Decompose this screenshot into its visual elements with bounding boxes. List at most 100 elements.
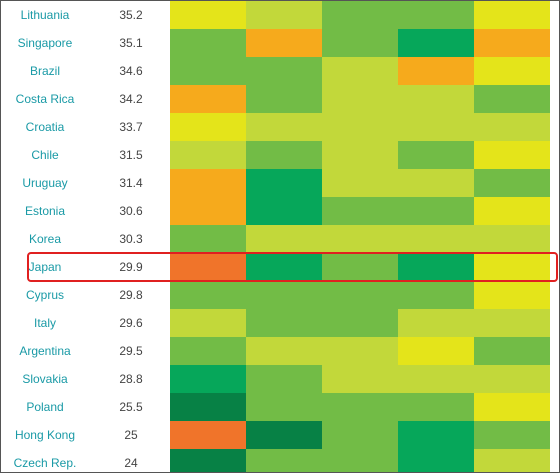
row-label-singapore[interactable]: Singapore [17,36,73,50]
heat-cell-argentina-col5 [474,337,550,365]
heat-cell-lithuania-col3 [322,1,398,29]
row-value-hong-kong: 25 [124,428,138,442]
row-label-korea[interactable]: Korea [28,232,62,246]
heat-cell-brazil-col3 [322,57,398,85]
heat-cell-lithuania-col2 [246,1,322,29]
row-value-lithuania: 35.2 [119,8,143,22]
row-label-argentina[interactable]: Argentina [19,344,71,358]
heat-cell-chile-col2 [246,141,322,169]
heat-cell-croatia-col3 [322,113,398,141]
heat-cell-uruguay-col5 [474,169,550,197]
heat-cell-czech-rep-col3 [322,449,398,472]
row-value-brazil: 34.6 [119,64,143,78]
row-value-uruguay: 31.4 [119,176,143,190]
heat-cell-hong-kong-col4 [398,421,474,449]
heat-cell-slovakia-col4 [398,365,474,393]
heat-cell-costa-rica-col3 [322,85,398,113]
heat-cell-italy-col2 [246,309,322,337]
heat-cell-croatia-col2 [246,113,322,141]
heat-cell-costa-rica-col1 [170,85,246,113]
heat-cell-croatia-col4 [398,113,474,141]
heat-cell-cyprus-col2 [246,281,322,309]
heat-cell-italy-col1 [170,309,246,337]
row-label-italy[interactable]: Italy [33,316,56,330]
heat-cell-costa-rica-col5 [474,85,550,113]
heat-cell-slovakia-col2 [246,365,322,393]
heat-cell-estonia-col5 [474,197,550,225]
heat-cell-korea-col4 [398,225,474,253]
row-label-uruguay[interactable]: Uruguay [22,176,68,190]
row-value-croatia: 33.7 [119,120,143,134]
heat-cell-croatia-col1 [170,113,246,141]
heat-cell-singapore-col2 [246,29,322,57]
row-label-brazil[interactable]: Brazil [29,64,60,78]
heat-cell-chile-col5 [474,141,550,169]
heat-cell-brazil-col5 [474,57,550,85]
heat-cell-uruguay-col2 [246,169,322,197]
heat-cell-uruguay-col1 [170,169,246,197]
heat-cell-singapore-col3 [322,29,398,57]
heat-cell-singapore-col4 [398,29,474,57]
heat-cell-slovakia-col1 [170,365,246,393]
heat-cell-korea-col3 [322,225,398,253]
row-value-cyprus: 29.8 [119,288,143,302]
heat-cell-poland-col5 [474,393,550,421]
row-label-costa-rica[interactable]: Costa Rica [15,92,75,106]
heat-cell-argentina-col2 [246,337,322,365]
heat-cell-chile-col4 [398,141,474,169]
heat-cell-singapore-col5 [474,29,550,57]
row-value-singapore: 35.1 [119,36,143,50]
heat-cell-poland-col1 [170,393,246,421]
row-value-argentina: 29.5 [119,344,143,358]
row-label-hong-kong[interactable]: Hong Kong [14,428,76,442]
heat-cell-japan-col4 [398,253,474,281]
heat-cell-italy-col3 [322,309,398,337]
heat-cell-japan-col3 [322,253,398,281]
heat-cell-slovakia-col3 [322,365,398,393]
row-value-costa-rica: 34.2 [119,92,143,106]
row-value-slovakia: 28.8 [119,372,143,386]
heat-cell-czech-rep-col2 [246,449,322,472]
row-label-cyprus[interactable]: Cyprus [25,288,64,302]
row-value-czech-rep: 24 [124,456,138,470]
heat-cell-estonia-col3 [322,197,398,225]
row-value-poland: 25.5 [119,400,143,414]
row-label-japan[interactable]: Japan [28,260,62,274]
row-label-estonia[interactable]: Estonia [24,204,66,218]
heat-cell-brazil-col4 [398,57,474,85]
heat-cell-estonia-col2 [246,197,322,225]
heat-cell-lithuania-col1 [170,1,246,29]
row-label-slovakia[interactable]: Slovakia [22,372,68,386]
heat-cell-cyprus-col5 [474,281,550,309]
heat-cell-hong-kong-col5 [474,421,550,449]
heat-cell-singapore-col1 [170,29,246,57]
heat-cell-costa-rica-col2 [246,85,322,113]
heat-cell-poland-col4 [398,393,474,421]
heat-cell-czech-rep-col4 [398,449,474,472]
row-value-italy: 29.6 [119,316,143,330]
heat-cell-czech-rep-col1 [170,449,246,472]
row-value-japan: 29.9 [119,260,143,274]
row-label-croatia[interactable]: Croatia [25,120,65,134]
heat-cell-cyprus-col4 [398,281,474,309]
heat-cell-cyprus-col1 [170,281,246,309]
row-label-chile[interactable]: Chile [31,148,59,162]
heat-cell-chile-col3 [322,141,398,169]
heat-cell-brazil-col2 [246,57,322,85]
heat-cell-uruguay-col3 [322,169,398,197]
heat-cell-estonia-col4 [398,197,474,225]
heat-cell-costa-rica-col4 [398,85,474,113]
heat-cell-argentina-col1 [170,337,246,365]
heat-cell-korea-col2 [246,225,322,253]
heat-cell-chile-col1 [170,141,246,169]
heat-cell-croatia-col5 [474,113,550,141]
heat-cell-hong-kong-col3 [322,421,398,449]
heat-cell-italy-col5 [474,309,550,337]
heat-cell-lithuania-col5 [474,1,550,29]
heat-cell-poland-col3 [322,393,398,421]
heat-cell-hong-kong-col2 [246,421,322,449]
row-label-czech-rep[interactable]: Czech Rep. [13,456,77,470]
row-label-poland[interactable]: Poland [26,400,64,414]
row-value-chile: 31.5 [119,148,143,162]
row-label-lithuania[interactable]: Lithuania [20,8,70,22]
